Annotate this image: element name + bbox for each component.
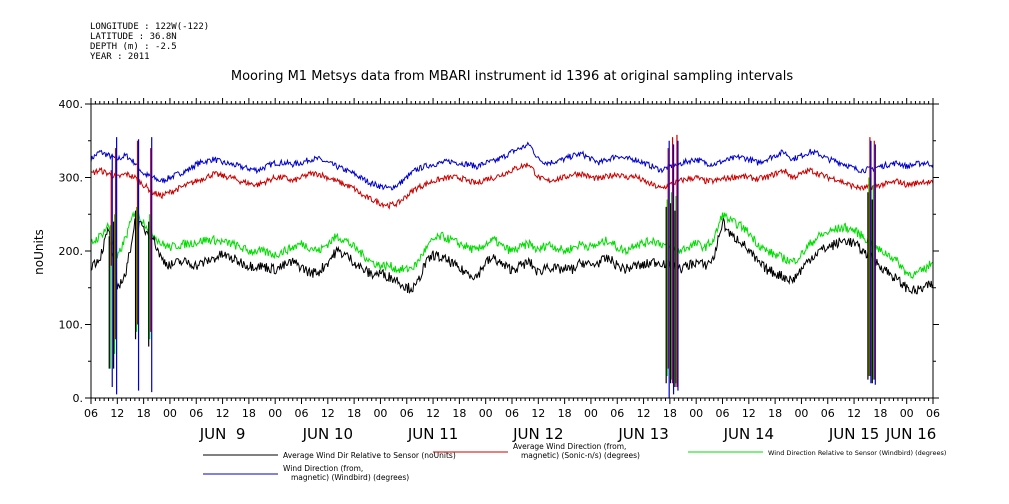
legend-label-1: Average Wind Direction (from, (513, 442, 626, 451)
latitude-text: LATITUDE : 36.8N (90, 32, 177, 42)
x-date-label-5: JUN 14 (723, 425, 774, 443)
x-hour-label: 18 (663, 407, 677, 420)
x-hour-label: 12 (426, 407, 440, 420)
x-hour-label: 00 (479, 407, 493, 420)
x-date-label-1: JUN 10 (302, 425, 353, 443)
y-tick-label-200: 200. (59, 245, 84, 258)
longitude-text: LONGITUDE : 122W(-122) (90, 22, 210, 32)
legend-label-3: magnetic) (Windbird) (degrees) (291, 473, 409, 482)
x-date-label-0: JUN 9 (199, 425, 246, 443)
chart-title: Mooring M1 Metsys data from MBARI instru… (231, 69, 793, 84)
legend: Average Wind Dir Relative to Sensor (noU… (203, 442, 946, 482)
spike-lines (108, 134, 876, 398)
x-hour-label: 00 (163, 407, 177, 420)
y-axis-label: noUnits (32, 229, 46, 275)
series-line-2 (90, 209, 934, 280)
x-hour-label: 18 (347, 407, 361, 420)
x-date-label-4: JUN 13 (617, 425, 668, 443)
x-hour-label: 06 (400, 407, 414, 420)
x-hour-label: 18 (137, 407, 151, 420)
depth-text: DEPTH (m) : -2.5 (90, 42, 177, 52)
y-tick-label-300: 300. (59, 172, 84, 185)
legend-label-0: Average Wind Dir Relative to Sensor (noU… (283, 451, 456, 460)
x-hour-label: 12 (637, 407, 651, 420)
x-hour-label: 06 (610, 407, 624, 420)
x-date-label-3: JUN 12 (512, 425, 563, 443)
x-date-label-6: JUN 15 (828, 425, 879, 443)
series-line-3 (90, 141, 934, 191)
series-line-0 (90, 218, 934, 295)
x-hour-label: 06 (505, 407, 519, 420)
y-tick-label-400: 400. (59, 98, 84, 111)
x-hour-label: 12 (742, 407, 756, 420)
x-hour-label: 18 (768, 407, 782, 420)
legend-label-3: Wind Direction (from, (283, 464, 363, 473)
x-hour-label: 06 (295, 407, 309, 420)
ticks: 0. 100. 200. 300. 400. 06 12 18 00 06 12 18 00 06 12 18… (59, 98, 940, 443)
x-hour-label: 00 (689, 407, 703, 420)
x-date-label-2: JUN 11 (407, 425, 458, 443)
x-hour-label: 18 (558, 407, 572, 420)
y-tick-label-100: 100. (59, 319, 84, 332)
plot-lines (90, 141, 934, 295)
x-hour-label: 06 (716, 407, 730, 420)
x-hour-label: 12 (216, 407, 230, 420)
x-hour-label: 06 (926, 407, 940, 420)
legend-label-2: Wind Direction Relative to Sensor (Windb… (768, 449, 946, 457)
y-tick-label-0: 0. (73, 392, 84, 405)
x-hour-label: 00 (900, 407, 914, 420)
x-hour-label: 06 (821, 407, 835, 420)
year-text: YEAR : 2011 (90, 52, 150, 62)
x-hour-label: 00 (584, 407, 598, 420)
x-hour-label: 12 (321, 407, 335, 420)
x-hour-label: 06 (84, 407, 98, 420)
x-hour-label: 12 (531, 407, 545, 420)
legend-label-1: magnetic) (Sonic-n/s) (degrees) (521, 451, 640, 460)
x-hour-label: 00 (373, 407, 387, 420)
x-hour-label: 06 (189, 407, 203, 420)
x-hour-label: 18 (242, 407, 256, 420)
x-hour-label: 18 (873, 407, 887, 420)
x-date-label-7: JUN 16 (885, 425, 936, 443)
series-line-1 (90, 162, 934, 210)
x-hour-label: 00 (794, 407, 808, 420)
header-metadata: LONGITUDE : 122W(-122) LATITUDE : 36.8N … (90, 22, 209, 62)
x-hour-label: 18 (452, 407, 466, 420)
x-hour-label: 00 (268, 407, 282, 420)
x-hour-label: 12 (110, 407, 124, 420)
x-hour-label: 12 (847, 407, 861, 420)
